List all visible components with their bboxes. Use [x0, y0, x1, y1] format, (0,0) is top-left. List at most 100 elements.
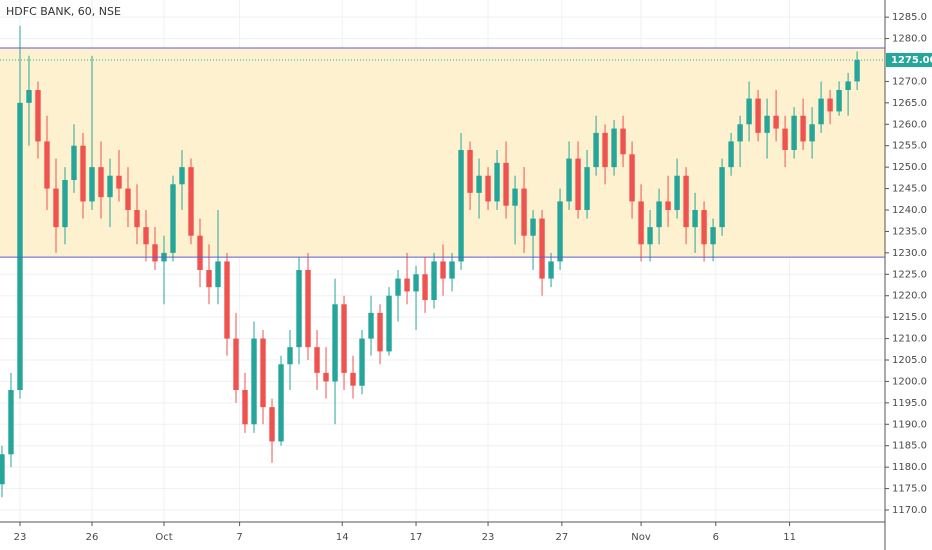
candle-body: [224, 261, 230, 339]
candle-body: [350, 372, 356, 386]
candle-body: [206, 270, 212, 288]
candle-body: [188, 167, 194, 236]
candle-body: [638, 201, 644, 245]
y-tick-label: 1175.0: [892, 484, 927, 495]
candle-body: [359, 338, 365, 386]
y-tick-label: 1250.0: [892, 162, 927, 173]
candle-body: [773, 115, 779, 129]
y-tick-label: 1170.0: [892, 505, 927, 516]
candle-body: [485, 175, 491, 202]
y-tick-label: 1205.0: [892, 355, 927, 366]
candle-body: [845, 81, 851, 90]
y-tick-label: 1225.0: [892, 269, 927, 280]
x-tick-label: 6: [713, 532, 719, 543]
candle-body: [764, 115, 770, 133]
candle-body: [692, 210, 698, 228]
y-tick-label: 1230.0: [892, 248, 927, 259]
candle-body: [278, 364, 284, 442]
candle-body: [782, 128, 788, 150]
x-tick-label: 11: [783, 532, 796, 543]
candle-body: [323, 372, 329, 382]
candle-body: [341, 304, 347, 373]
candle-body: [422, 274, 428, 300]
candle-body: [287, 347, 293, 365]
x-tick-label: 14: [336, 532, 349, 543]
candle-body: [854, 60, 860, 82]
candle-body: [125, 188, 131, 210]
candle-body: [71, 145, 77, 180]
candle-body: [17, 102, 23, 390]
candle-body: [674, 175, 680, 210]
zone: [0, 48, 885, 258]
candle-body: [197, 235, 203, 270]
y-tick-label: 1190.0: [892, 419, 927, 430]
candle-body: [656, 201, 662, 228]
x-tick-label: 26: [86, 532, 99, 543]
candle-body: [395, 278, 401, 296]
y-tick-label: 1265.0: [892, 98, 927, 109]
candle-body: [368, 312, 374, 339]
candle-body: [737, 124, 743, 142]
candle-body: [494, 162, 500, 202]
candle-body: [809, 124, 815, 142]
y-tick-label: 1210.0: [892, 334, 927, 345]
y-tick-label: 1185.0: [892, 441, 927, 452]
candle-body: [647, 227, 653, 245]
candle-body: [503, 162, 509, 206]
x-tick-label: Oct: [155, 532, 172, 543]
candle-body: [800, 115, 806, 142]
candle-body: [314, 347, 320, 373]
last-price-label: 1275.00: [891, 55, 932, 66]
candle-body: [134, 210, 140, 228]
y-tick-label: 1285.0: [892, 12, 927, 23]
candle-body: [512, 188, 518, 206]
candle-body: [233, 338, 239, 390]
candle-body: [80, 145, 86, 202]
candle-body: [467, 150, 473, 193]
x-tick-label: Nov: [631, 532, 651, 543]
candle-body: [404, 278, 410, 292]
y-tick-label: 1235.0: [892, 226, 927, 237]
candle-body: [755, 98, 761, 133]
candle-body: [179, 167, 185, 185]
candle-body: [683, 175, 689, 228]
candle-body: [269, 407, 275, 442]
candle-body: [26, 90, 32, 103]
candle-body: [44, 141, 50, 189]
y-tick-label: 1270.0: [892, 76, 927, 87]
candle-body: [296, 270, 302, 348]
candle-body: [170, 184, 176, 253]
y-tick-label: 1255.0: [892, 141, 927, 152]
y-tick-label: 1240.0: [892, 205, 927, 216]
candle-body: [431, 261, 437, 300]
candle-body: [98, 167, 104, 198]
candle-body: [35, 90, 41, 142]
candle-body: [440, 261, 446, 279]
candle-body: [710, 227, 716, 245]
candle-body: [566, 158, 572, 202]
candle-body: [53, 188, 59, 228]
candle-body: [476, 175, 482, 193]
candle-body: [557, 201, 563, 262]
x-tick-label: 17: [410, 532, 423, 543]
candle-body: [107, 175, 113, 198]
y-tick-label: 1220.0: [892, 291, 927, 302]
candle-body: [332, 304, 338, 382]
candle-body: [539, 218, 545, 279]
candle-body: [746, 98, 752, 125]
candle-body: [449, 261, 455, 279]
candle-body: [152, 244, 158, 262]
candle-body: [620, 128, 626, 155]
candle-body: [0, 454, 5, 485]
candle-body: [836, 90, 842, 112]
candle-body: [143, 227, 149, 245]
y-tick-label: 1200.0: [892, 376, 927, 387]
candle-body: [521, 188, 527, 236]
candle-body: [629, 154, 635, 202]
candle-body: [665, 201, 671, 210]
candle-body: [575, 158, 581, 210]
candle-body: [260, 338, 266, 408]
candle-body: [530, 218, 536, 236]
y-tick-label: 1180.0: [892, 462, 927, 473]
y-tick-label: 1195.0: [892, 398, 927, 409]
